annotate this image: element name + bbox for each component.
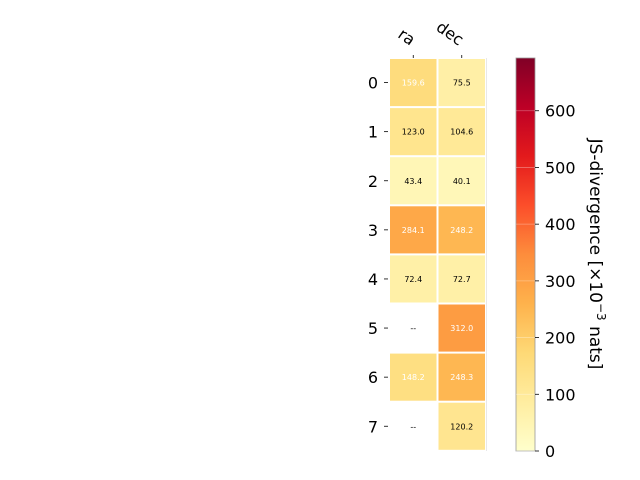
row-label: 2 [368,172,378,191]
column-label: ra [395,24,419,49]
cell-value-label: 284.1 [402,226,425,235]
heatmap-cell [390,255,437,303]
heatmap-cell [390,157,437,205]
colorbar-ticks: 0 100 200 300 400 500 600 [516,102,576,461]
colorbar-tick-label: 600 [545,102,576,121]
cell-value-label: 312.0 [450,324,473,333]
heatmap-cell [390,206,437,254]
heatmap-cell [438,108,485,156]
row-label: 4 [368,270,378,289]
cell-value-label: 123.0 [402,128,425,137]
colorbar: 0 100 200 300 400 500 600 JS-divergence [×10−3… [515,57,608,461]
cell-value-label: -- [410,324,416,333]
heatmap-cell [438,304,485,352]
heatmap-cell [438,157,485,205]
cell-value-label: 248.2 [450,226,473,235]
heatmap-cell [438,402,485,450]
column-labels: ra dec [395,17,467,58]
colorbar-label: JS-divergence [×10−3 nats] [585,138,608,370]
heatmap-cell [390,353,437,401]
cell-value-label: -- [410,422,416,431]
cell-value-label: 248.3 [450,373,473,382]
column-label: dec [433,17,467,49]
cell-value-label: 104.6 [450,128,473,137]
cell-value-label: 75.5 [453,79,471,88]
heatmap-cell [438,59,485,107]
colorbar-tick-label: 400 [545,215,576,234]
row-label: 7 [368,417,378,436]
heatmap-cells: 159.6 75.5 123.0 104.6 43.4 40.1 284.1 248.2 72.… [390,59,485,450]
heatmap-cell [390,108,437,156]
cell-value-label: 72.4 [404,275,422,284]
row-label: 0 [368,74,378,93]
row-label: 3 [368,221,378,240]
colorbar-tick-label: 100 [545,385,576,404]
row-label: 6 [368,368,378,387]
colorbar-tick-label: 0 [545,442,555,461]
colorbar-tick-label: 500 [545,158,576,177]
cell-value-label: 72.7 [453,275,471,284]
colorbar-tick-label: 200 [545,329,576,348]
heatmap-cell [438,255,485,303]
cell-value-label: 43.4 [404,177,422,186]
cell-value-label: 148.2 [402,373,425,382]
row-label: 1 [368,123,378,142]
colorbar-tick-label: 300 [545,272,576,291]
cell-value-label: 120.2 [450,422,473,431]
cell-value-label: 159.6 [402,79,425,88]
row-label: 5 [368,319,378,338]
cell-value-label: 40.1 [453,177,471,186]
heatmap-cell [390,59,437,107]
colorbar-gradient [515,57,536,452]
heatmap-cell [438,353,485,401]
row-labels: 0 1 2 3 4 5 6 7 [368,74,388,436]
heatmap-cell [438,206,485,254]
